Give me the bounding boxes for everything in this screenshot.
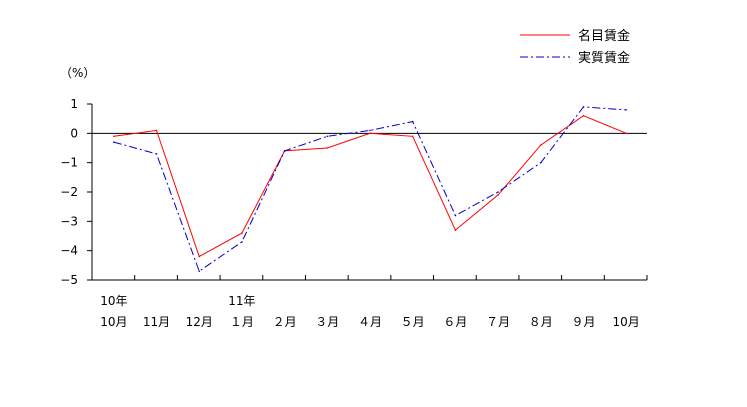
data-point: [155, 129, 158, 132]
x-tick-label: 11月: [143, 315, 170, 329]
y-tick-label: −1: [60, 156, 78, 170]
data-point: [454, 214, 457, 217]
x-tick-label: ６月: [443, 315, 467, 329]
y-tick-label: 1: [70, 97, 78, 111]
chart-series: [113, 106, 627, 273]
x-tick-label: ２月: [273, 315, 297, 329]
data-point: [326, 147, 329, 149]
x-tick-label: ４月: [358, 315, 382, 329]
data-point: [198, 255, 201, 258]
x-tick-label: 10月: [613, 315, 640, 329]
data-point: [497, 194, 499, 196]
y-tick-label: −2: [60, 185, 78, 199]
x-tick-label: 12月: [186, 315, 213, 329]
data-point: [411, 120, 414, 123]
y-tick-label: −5: [60, 273, 78, 287]
y-tick-label: −4: [60, 244, 78, 258]
data-point: [539, 144, 542, 146]
chart-axes: 1 0 −1 −2 −3 −4 −5 10月 11月 12月 １月 ２月 ３月 ４月 ５月 ６月 ７月 ８月 ９月 1…: [60, 97, 648, 329]
data-point: [283, 150, 286, 152]
data-point: [625, 109, 627, 111]
x-tick-label: ８月: [529, 315, 553, 329]
data-point: [241, 241, 243, 243]
x-tick-label: ９月: [571, 315, 595, 329]
y-tick-label: −3: [60, 214, 78, 228]
data-point: [113, 135, 115, 138]
data-point: [369, 129, 371, 132]
data-point: [497, 191, 499, 193]
data-point: [198, 270, 201, 273]
data-point: [411, 135, 414, 138]
y-tick-label: 0: [70, 126, 78, 140]
data-point: [369, 132, 371, 135]
x-tick-label: ３月: [315, 315, 339, 329]
legend-label: 名目賃金: [578, 28, 630, 44]
x-tick-label: ５月: [401, 315, 425, 329]
x-tick-label: １月: [230, 315, 254, 329]
series-line: [113, 115, 627, 258]
data-point: [454, 229, 457, 231]
series-line: [113, 106, 627, 272]
data-point: [326, 135, 329, 138]
data-point: [582, 114, 585, 117]
data-point: [539, 161, 542, 164]
legend-label: 実質賃金: [578, 50, 630, 66]
data-point: [582, 106, 585, 108]
y-axis-unit-label: （%）: [60, 66, 95, 80]
x-year-label: 10年: [100, 294, 127, 308]
data-point: [241, 232, 243, 234]
x-year-label: 11年: [228, 294, 255, 308]
data-point: [625, 132, 627, 135]
x-tick-label: 10月: [100, 315, 127, 329]
x-tick-label: ７月: [486, 315, 510, 329]
data-point: [155, 153, 158, 155]
data-point: [113, 141, 115, 143]
